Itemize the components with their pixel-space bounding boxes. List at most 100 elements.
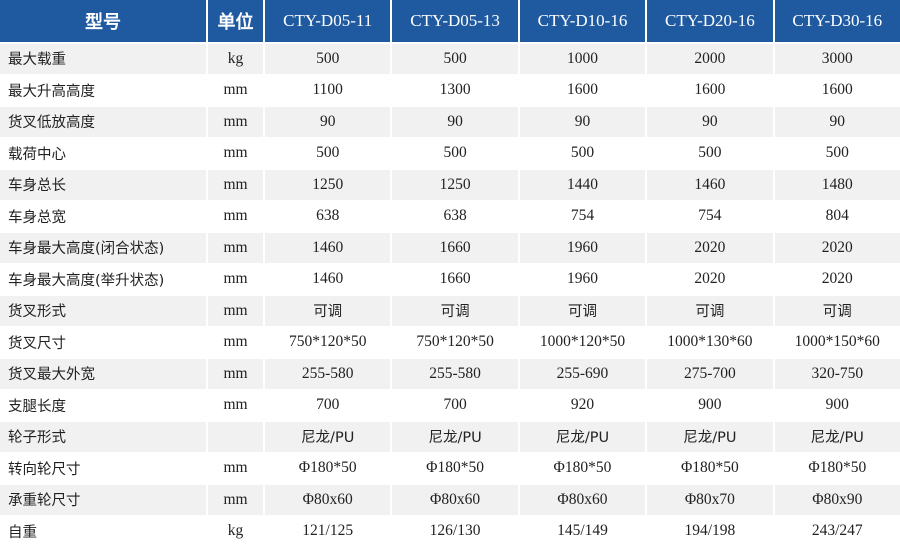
- spec-unit: mm: [208, 107, 263, 139]
- header-model-4: CTY-D20-16: [647, 0, 772, 44]
- spec-value: Φ180*50: [520, 454, 645, 486]
- spec-value: 可调: [265, 296, 390, 328]
- spec-name: 自重: [0, 517, 206, 548]
- spec-unit: mm: [208, 359, 263, 391]
- spec-name: 车身总长: [0, 170, 206, 202]
- spec-value: 2020: [647, 265, 772, 297]
- spec-value: 1250: [392, 170, 517, 202]
- spec-value: 320-750: [775, 359, 900, 391]
- spec-name: 货叉形式: [0, 296, 206, 328]
- spec-value: 1600: [520, 76, 645, 108]
- spec-unit: mm: [208, 170, 263, 202]
- header-model-2: CTY-D05-13: [392, 0, 517, 44]
- spec-name: 车身最大高度(举升状态): [0, 265, 206, 297]
- spec-unit: mm: [208, 296, 263, 328]
- spec-value: 尼龙/PU: [265, 422, 390, 454]
- spec-value: Φ80x70: [647, 485, 772, 517]
- spec-value: 1000*150*60: [775, 328, 900, 360]
- spec-value: 1460: [647, 170, 772, 202]
- header-model: 型号: [0, 0, 206, 44]
- spec-value: 500: [265, 44, 390, 76]
- spec-value: 1440: [520, 170, 645, 202]
- spec-value: 500: [265, 139, 390, 171]
- spec-value: 可调: [647, 296, 772, 328]
- spec-value: 1460: [265, 265, 390, 297]
- spec-value: 1300: [392, 76, 517, 108]
- spec-value: Φ180*50: [265, 454, 390, 486]
- spec-value: 1600: [775, 76, 900, 108]
- spec-value: 500: [520, 139, 645, 171]
- spec-value: 638: [392, 202, 517, 234]
- spec-value: 1960: [520, 233, 645, 265]
- spec-value: 700: [392, 391, 517, 423]
- spec-value: 1000: [520, 44, 645, 76]
- spec-value: Φ80x60: [265, 485, 390, 517]
- spec-value: 1000*120*50: [520, 328, 645, 360]
- spec-name: 转向轮尺寸: [0, 454, 206, 486]
- spec-name: 支腿长度: [0, 391, 206, 423]
- spec-value: Φ180*50: [775, 454, 900, 486]
- spec-unit: mm: [208, 391, 263, 423]
- spec-value: 90: [520, 107, 645, 139]
- spec-unit: mm: [208, 139, 263, 171]
- spec-value: Φ80x60: [520, 485, 645, 517]
- header-row: 型号 单位 CTY-D05-11 CTY-D05-13 CTY-D10-16 C…: [0, 0, 900, 44]
- spec-value: 1000*130*60: [647, 328, 772, 360]
- spec-value: 1100: [265, 76, 390, 108]
- spec-value: 1660: [392, 233, 517, 265]
- spec-value: 2020: [647, 233, 772, 265]
- header-unit: 单位: [208, 0, 263, 44]
- spec-value: 500: [392, 44, 517, 76]
- spec-name: 轮子形式: [0, 422, 206, 454]
- spec-value: Φ180*50: [647, 454, 772, 486]
- spec-value: Φ80x90: [775, 485, 900, 517]
- spec-unit: mm: [208, 265, 263, 297]
- spec-name: 承重轮尺寸: [0, 485, 206, 517]
- spec-value: Φ180*50: [392, 454, 517, 486]
- spec-value: 900: [775, 391, 900, 423]
- spec-value: 1600: [647, 76, 772, 108]
- spec-value: 2020: [775, 233, 900, 265]
- spec-unit: [208, 422, 263, 454]
- spec-value: 500: [392, 139, 517, 171]
- spec-value: 194/198: [647, 517, 772, 548]
- spec-value: 2020: [775, 265, 900, 297]
- spec-value: 126/130: [392, 517, 517, 548]
- spec-name: 货叉低放高度: [0, 107, 206, 139]
- header-model-1: CTY-D05-11: [265, 0, 390, 44]
- spec-value: 尼龙/PU: [520, 422, 645, 454]
- spec-name: 货叉尺寸: [0, 328, 206, 360]
- spec-value: 1250: [265, 170, 390, 202]
- spec-value: 90: [392, 107, 517, 139]
- spec-value: 可调: [520, 296, 645, 328]
- spec-value: 1480: [775, 170, 900, 202]
- spec-value: 750*120*50: [392, 328, 517, 360]
- spec-name: 最大升高高度: [0, 76, 206, 108]
- spec-value: Φ80x60: [392, 485, 517, 517]
- spec-unit: kg: [208, 44, 263, 76]
- spec-value: 1960: [520, 265, 645, 297]
- spec-value: 90: [775, 107, 900, 139]
- spec-unit: kg: [208, 517, 263, 548]
- spec-value: 754: [647, 202, 772, 234]
- spec-value: 754: [520, 202, 645, 234]
- spec-value: 90: [647, 107, 772, 139]
- spec-value: 2000: [647, 44, 772, 76]
- spec-value: 1460: [265, 233, 390, 265]
- spec-value: 3000: [775, 44, 900, 76]
- spec-unit: mm: [208, 485, 263, 517]
